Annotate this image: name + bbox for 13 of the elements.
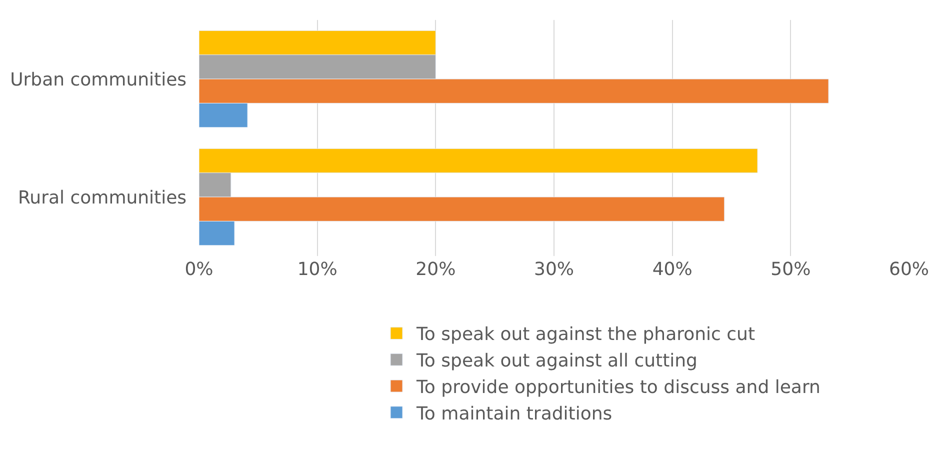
x-tick-label: 30%	[534, 259, 574, 280]
x-tick-label: 60%	[888, 259, 930, 280]
legend-label: To maintain traditions	[416, 403, 612, 424]
x-tick-label: 50%	[770, 259, 811, 280]
x-tick-label: 40%	[652, 259, 692, 280]
x-tick-label: 10%	[297, 259, 338, 280]
legend-label: To provide opportunities to discuss and learn	[416, 377, 820, 398]
y-tick-label: Urban communities	[10, 69, 198, 90]
legend-label: To speak out against all cutting	[416, 350, 698, 372]
x-tick-label: 0%	[184, 259, 214, 280]
legend-label: To speak out against the pharonic cut	[416, 324, 756, 346]
y-tick-label: Rural communities	[18, 187, 198, 208]
x-tick-label: 20%	[416, 259, 456, 280]
